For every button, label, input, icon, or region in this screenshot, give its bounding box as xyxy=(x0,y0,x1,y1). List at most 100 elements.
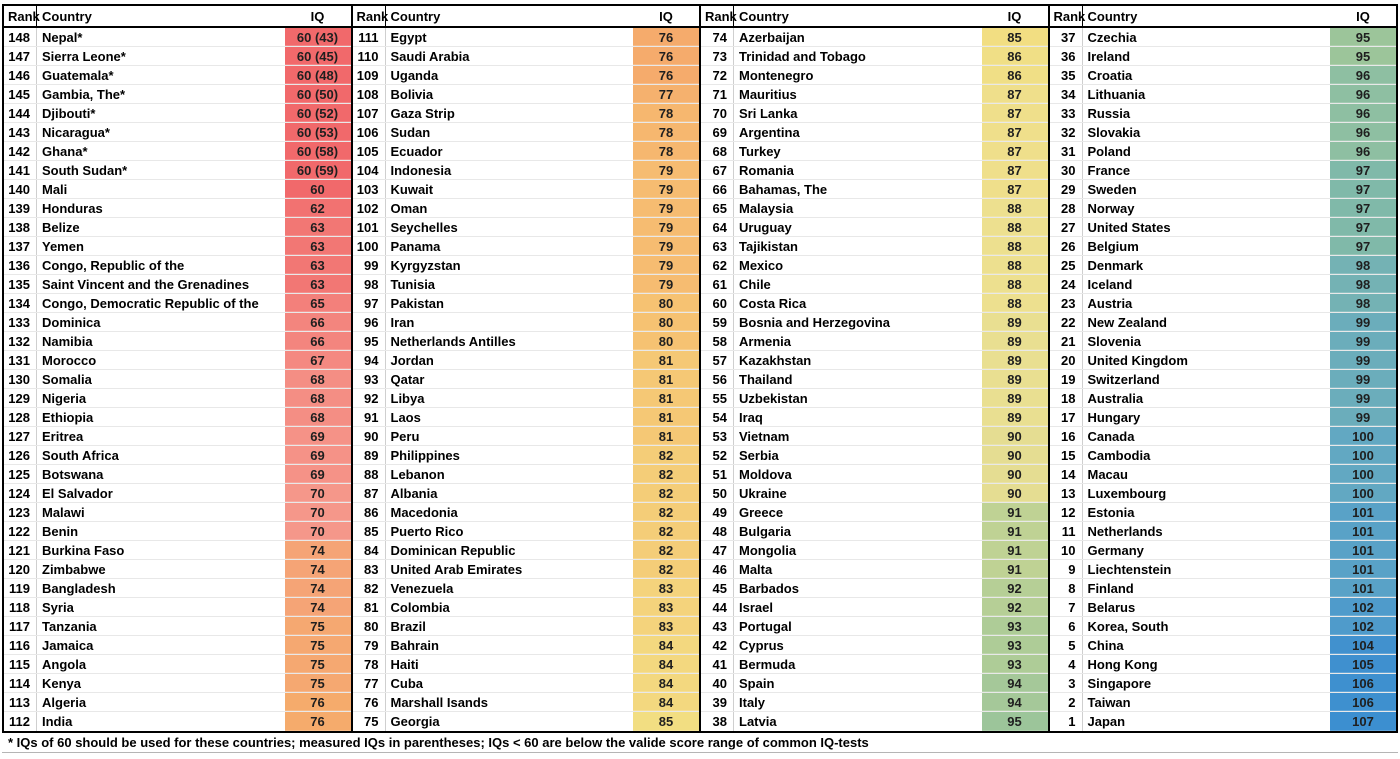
country-cell: Switzerland xyxy=(1087,371,1160,387)
country-cell: Cambodia xyxy=(1087,447,1151,463)
table-row: 114 Kenya 75 xyxy=(4,674,351,693)
country-cell: Thailand xyxy=(739,371,793,387)
rank-cell: 34 xyxy=(1050,85,1083,103)
table-row: 116 Jamaica 75 xyxy=(4,636,351,655)
country-cell: Barbados xyxy=(739,580,799,596)
table-row: 112 India 76 xyxy=(4,712,351,731)
table-row: 107 Gaza Strip 78 xyxy=(352,104,699,123)
country-cell: Belgium xyxy=(1087,238,1139,254)
iq-header: IQ xyxy=(1007,8,1022,24)
iq-cell: 60 xyxy=(284,180,351,198)
rank-cell: 42 xyxy=(701,636,734,654)
table-row: 119 Bangladesh 74 xyxy=(4,579,351,598)
iq-cell: 82 xyxy=(633,560,699,578)
table-row: 99 Kyrgyzstan 79 xyxy=(352,256,699,275)
country-cell: Cyprus xyxy=(739,637,784,653)
country-cell: Sudan xyxy=(390,124,431,140)
iq-cell: 79 xyxy=(633,161,699,179)
country-cell: Bahamas, The xyxy=(739,181,828,197)
rank-cell: 86 xyxy=(353,503,386,521)
table-row: 79 Bahrain 84 xyxy=(352,636,699,655)
rank-cell: 1 xyxy=(1050,712,1083,731)
table-row: 51 Moldova 90 xyxy=(701,465,1048,484)
iq-cell: 82 xyxy=(633,503,699,521)
rank-cell: 108 xyxy=(353,85,386,103)
country-cell: Gambia, The* xyxy=(42,86,126,102)
table-row: 139 Honduras 62 xyxy=(4,199,351,218)
country-cell: Honduras xyxy=(42,200,103,216)
iq-cell: 60 (58) xyxy=(284,142,351,160)
table-row: 10 Germany 101 xyxy=(1049,541,1396,560)
country-cell: Bosnia and Herzegovina xyxy=(739,314,890,330)
iq-cell: 97 xyxy=(1330,218,1396,236)
iq-cell: 65 xyxy=(284,294,351,312)
table-row: 65 Malaysia 88 xyxy=(701,199,1048,218)
rank-cell: 99 xyxy=(353,256,386,274)
table-row: 60 Costa Rica 88 xyxy=(701,294,1048,313)
iq-cell: 79 xyxy=(633,256,699,274)
country-cell: Bermuda xyxy=(739,656,796,672)
country-cell: Belarus xyxy=(1087,599,1136,615)
iq-cell: 100 xyxy=(1330,446,1396,464)
rank-cell: 45 xyxy=(701,579,734,597)
table-row: 11 Netherlands 101 xyxy=(1049,522,1396,541)
iq-cell: 69 xyxy=(284,465,351,483)
iq-cell: 74 xyxy=(284,579,351,597)
table-row: 77 Cuba 84 xyxy=(352,674,699,693)
rank-cell: 24 xyxy=(1050,275,1083,293)
iq-cell: 63 xyxy=(284,275,351,293)
country-cell: China xyxy=(1087,637,1124,653)
table-row: 129 Nigeria 68 xyxy=(4,389,351,408)
iq-cell: 107 xyxy=(1330,712,1396,731)
iq-cell: 96 xyxy=(1330,142,1396,160)
table-row: 97 Pakistan 80 xyxy=(352,294,699,313)
iq-cell: 101 xyxy=(1330,560,1396,578)
table-row: 74 Azerbaijan 85 xyxy=(701,28,1048,47)
rank-cell: 69 xyxy=(701,123,734,141)
iq-cell: 62 xyxy=(284,199,351,217)
iq-cell: 84 xyxy=(633,693,699,711)
rank-cell: 4 xyxy=(1050,655,1083,673)
rank-cell: 92 xyxy=(353,389,386,407)
table-row: 37 Czechia 95 xyxy=(1049,28,1396,47)
table-row: 34 Lithuania 96 xyxy=(1049,85,1396,104)
table-row: 24 Iceland 98 xyxy=(1049,275,1396,294)
iq-cell: 74 xyxy=(284,560,351,578)
rank-cell: 22 xyxy=(1050,313,1083,331)
rank-cell: 17 xyxy=(1050,408,1083,426)
country-cell: Iceland xyxy=(1087,276,1133,292)
iq-cell: 78 xyxy=(633,123,699,141)
country-cell: Jamaica xyxy=(42,637,94,653)
iq-cell: 99 xyxy=(1330,351,1396,369)
rank-header: Rank xyxy=(1050,6,1085,26)
rank-cell: 145 xyxy=(4,85,37,103)
country-cell: Philippines xyxy=(390,447,460,463)
rank-cell: 10 xyxy=(1050,541,1083,559)
iq-cell: 77 xyxy=(633,85,699,103)
iq-cell: 97 xyxy=(1330,199,1396,217)
country-cell: Uzbekistan xyxy=(739,390,808,406)
rank-cell: 20 xyxy=(1050,351,1083,369)
country-cell: Costa Rica xyxy=(739,295,807,311)
panel-header: Rank Country IQ xyxy=(4,6,351,28)
table-row: 42 Cyprus 93 xyxy=(701,636,1048,655)
rank-cell: 90 xyxy=(353,427,386,445)
rank-cell: 75 xyxy=(353,712,386,731)
iq-header: IQ xyxy=(659,8,673,24)
rank-cell: 128 xyxy=(4,408,37,426)
table-row: 92 Libya 81 xyxy=(352,389,699,408)
table-row: 94 Jordan 81 xyxy=(352,351,699,370)
iq-header: IQ xyxy=(310,8,325,24)
country-cell: Vietnam xyxy=(739,428,790,444)
iq-cell: 76 xyxy=(284,712,351,731)
country-cell: Puerto Rico xyxy=(390,523,464,539)
rank-cell: 9 xyxy=(1050,560,1083,578)
table-row: 131 Morocco 67 xyxy=(4,351,351,370)
rank-cell: 23 xyxy=(1050,294,1083,312)
country-cell: United States xyxy=(1087,219,1171,235)
rank-header: Rank xyxy=(701,6,737,26)
iq-cell: 96 xyxy=(1330,104,1396,122)
table-row: 76 Marshall Isands 84 xyxy=(352,693,699,712)
iq-cell: 79 xyxy=(633,275,699,293)
iq-cell: 79 xyxy=(633,237,699,255)
